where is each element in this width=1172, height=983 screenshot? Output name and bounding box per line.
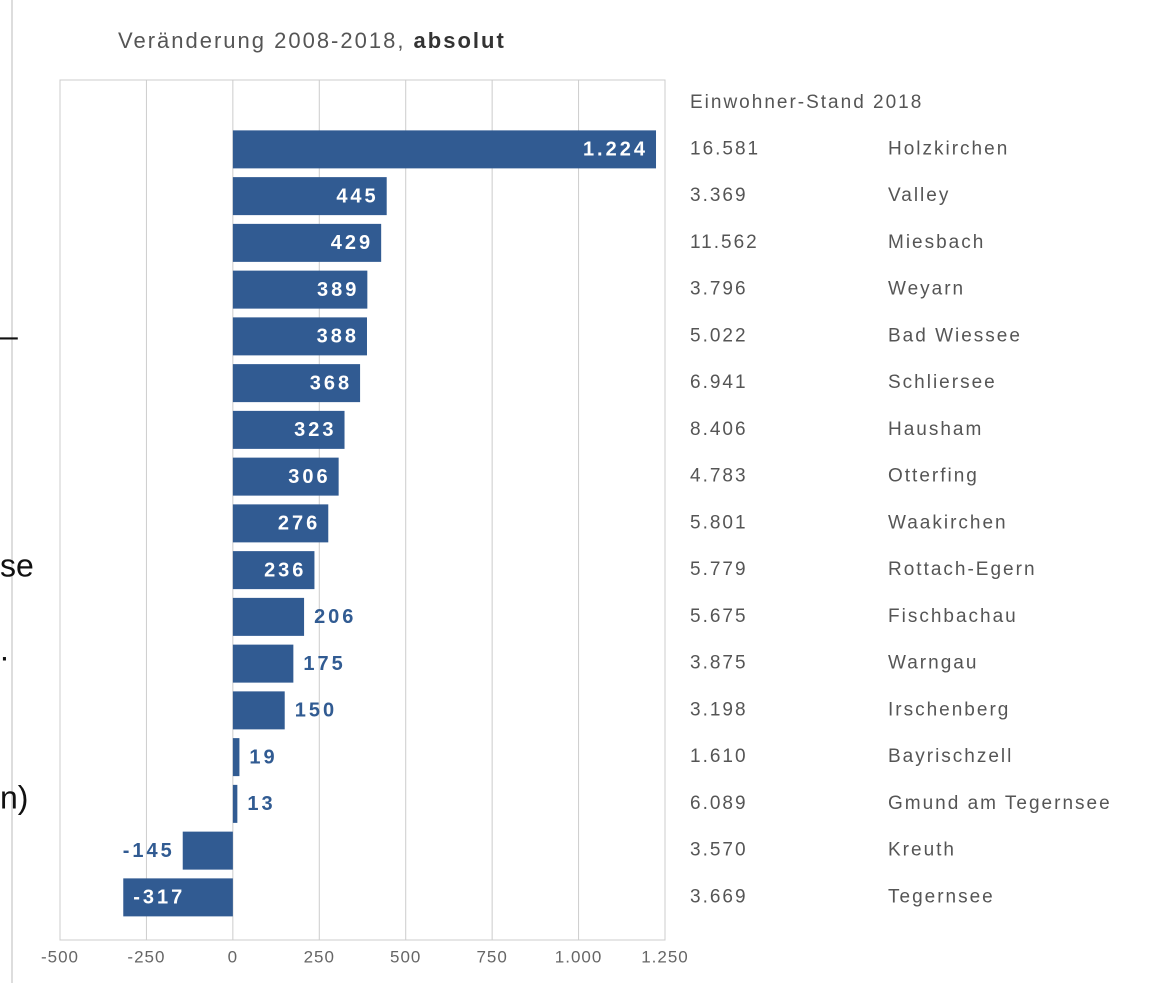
- bar: [123, 878, 233, 917]
- value-label: 306: [288, 466, 330, 488]
- bar: [232, 130, 657, 169]
- value-label: -317: [133, 887, 185, 909]
- value-label: 1.224: [583, 139, 648, 161]
- bar: [232, 738, 240, 777]
- value-label: 389: [317, 279, 359, 301]
- population-cell: 1.610: [690, 746, 748, 767]
- population-cell: 6.089: [690, 793, 748, 814]
- population-cell: 5.022: [690, 325, 748, 346]
- value-label: 175: [303, 653, 345, 675]
- category-label: Bayrischzell: [888, 746, 1013, 767]
- x-tick-label: -500: [41, 947, 79, 966]
- population-cell: 6.941: [690, 372, 748, 393]
- chart-title: Veränderung 2008-2018, absolut: [118, 28, 506, 53]
- value-label: 19: [249, 746, 277, 768]
- category-label: Weyarn: [888, 279, 965, 300]
- category-label: Fischbachau: [888, 606, 1018, 627]
- value-label: 150: [295, 700, 337, 722]
- bar: [232, 270, 368, 309]
- value-label: 276: [278, 513, 320, 535]
- category-label: Valley: [888, 185, 950, 206]
- x-tick-label: 1.250: [641, 947, 689, 966]
- category-label: Schliersee: [888, 372, 997, 393]
- bar: [232, 317, 367, 356]
- category-label: Waakirchen: [888, 512, 1008, 533]
- value-label: 323: [294, 419, 336, 441]
- value-label: 445: [336, 185, 378, 207]
- value-label: 429: [331, 232, 373, 254]
- population-cell: 5.801: [690, 512, 748, 533]
- category-label: Hausham: [888, 419, 983, 440]
- x-tick-label: -250: [127, 947, 165, 966]
- category-label: Holzkirchen: [888, 138, 1009, 159]
- category-label: Irschenberg: [888, 699, 1010, 720]
- title-emphasis: absolut: [414, 28, 506, 53]
- population-cell: 8.406: [690, 419, 748, 440]
- value-label: 388: [317, 326, 359, 348]
- x-tick-label: 500: [390, 947, 421, 966]
- population-cell: 4.783: [690, 466, 748, 487]
- category-label: Bad Wiessee: [888, 325, 1022, 346]
- category-label: Gmund am Tegernsee: [888, 793, 1112, 814]
- category-label: Kreuth: [888, 840, 956, 861]
- population-cell: 11.562: [690, 232, 759, 253]
- population-cell: 3.669: [690, 886, 748, 907]
- population-cell: 3.875: [690, 653, 748, 674]
- side-text-fragment: .: [0, 631, 9, 667]
- bar: [232, 597, 305, 636]
- bar: [232, 691, 285, 730]
- population-cell: 3.198: [690, 699, 748, 720]
- bar: [232, 551, 315, 590]
- population-cell: 3.369: [690, 185, 748, 206]
- x-tick-label: 0: [228, 947, 238, 966]
- category-label: Rottach-Egern: [888, 559, 1037, 580]
- x-tick-label: 1.000: [555, 947, 603, 966]
- category-label: Warngau: [888, 653, 978, 674]
- table-header: Einwohner-Stand 2018: [690, 92, 923, 113]
- population-cell: 16.581: [690, 138, 760, 159]
- bar: [232, 223, 382, 262]
- title-text: Veränderung 2008-2018,: [118, 28, 414, 53]
- category-label: Miesbach: [888, 232, 985, 253]
- value-label: 13: [247, 793, 275, 815]
- bar: [232, 457, 339, 496]
- bar: [232, 504, 329, 543]
- x-tick-label: 750: [476, 947, 507, 966]
- bar: [232, 784, 238, 823]
- category-label: Otterfing: [888, 466, 979, 487]
- value-label: 236: [264, 559, 306, 581]
- bar: [232, 177, 387, 216]
- side-text-fragment: –: [0, 317, 18, 353]
- bar: [182, 831, 233, 870]
- bar: [232, 364, 361, 403]
- category-label: Tegernsee: [888, 886, 995, 907]
- value-label: 206: [314, 606, 356, 628]
- population-cell: 3.796: [690, 279, 748, 300]
- bar: [232, 644, 294, 683]
- value-label: -145: [123, 840, 175, 862]
- value-label: 368: [310, 372, 352, 394]
- population-cell: 5.675: [690, 606, 748, 627]
- bar: [232, 410, 345, 449]
- population-cell: 3.570: [690, 840, 748, 861]
- side-text-fragment: se: [0, 547, 34, 583]
- x-tick-label: 250: [304, 947, 335, 966]
- side-text-fragment: n): [0, 779, 28, 815]
- population-cell: 5.779: [690, 559, 748, 580]
